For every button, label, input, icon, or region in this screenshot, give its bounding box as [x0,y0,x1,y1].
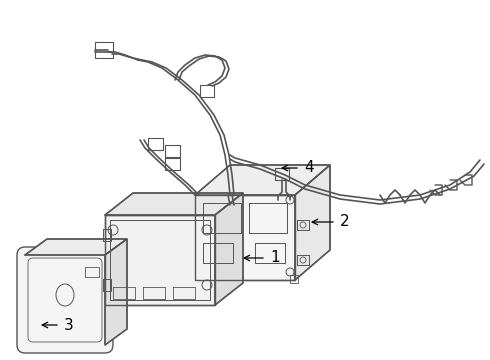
Text: 1: 1 [270,251,280,266]
Polygon shape [215,193,243,305]
Polygon shape [105,215,215,305]
FancyBboxPatch shape [17,247,113,353]
Polygon shape [25,239,127,255]
Polygon shape [195,195,295,280]
Text: 4: 4 [304,161,314,175]
Polygon shape [105,239,127,345]
Polygon shape [105,193,243,215]
Text: 2: 2 [340,215,350,230]
Polygon shape [195,165,330,195]
Text: 3: 3 [64,318,74,333]
Polygon shape [295,165,330,280]
